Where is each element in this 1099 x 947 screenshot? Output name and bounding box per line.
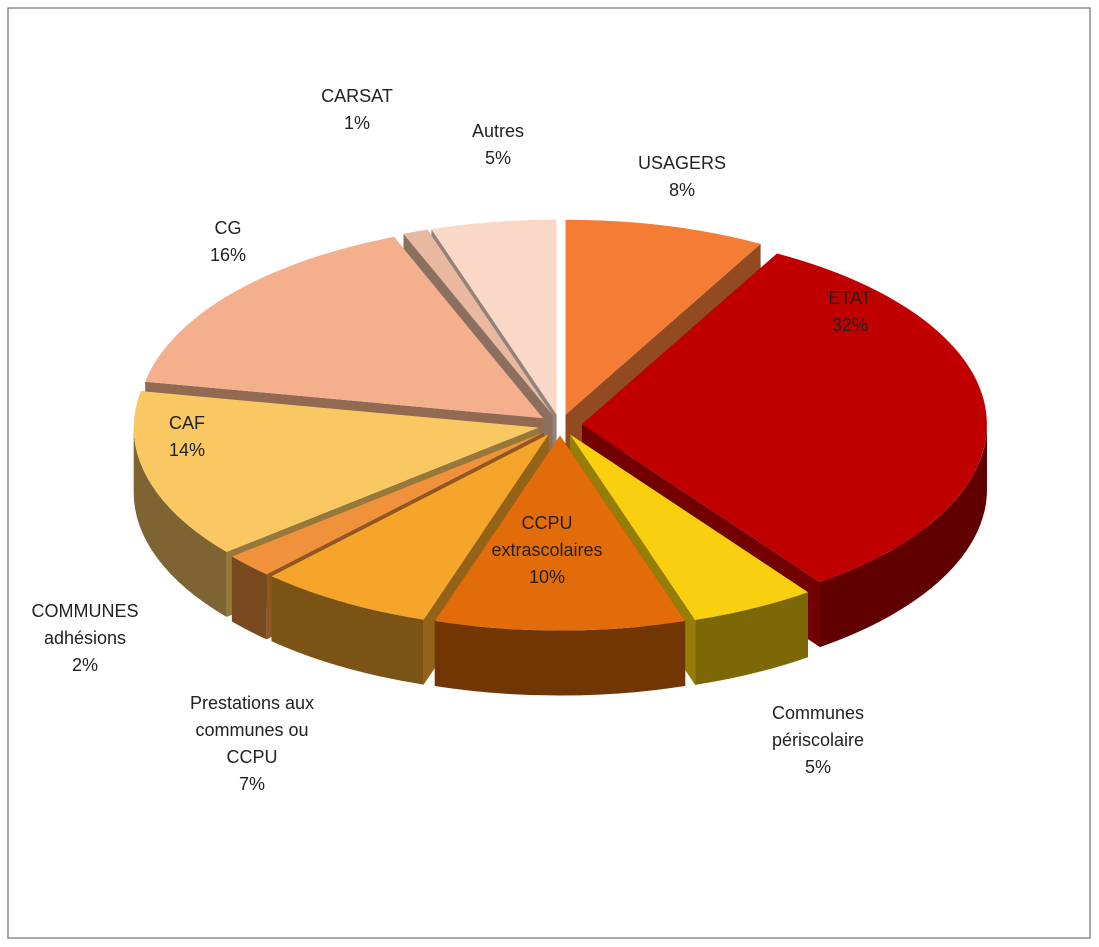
slice bbox=[565, 219, 761, 415]
category-label: Communes périscolaire bbox=[771, 703, 865, 750]
data-label: USAGERS 8% bbox=[617, 150, 747, 204]
slice bbox=[431, 219, 557, 415]
category-label: CG bbox=[214, 218, 242, 238]
category-label: CARSAT bbox=[321, 86, 393, 106]
slice bbox=[145, 236, 543, 419]
slice bbox=[133, 391, 539, 552]
slice bbox=[570, 434, 808, 620]
slice bbox=[582, 253, 987, 583]
data-label: CCPU extrascolaires 10% bbox=[477, 510, 617, 591]
value-label: 16% bbox=[209, 245, 247, 265]
slice bbox=[231, 432, 544, 575]
data-label: CG 16% bbox=[168, 215, 288, 269]
slice-wall bbox=[231, 556, 267, 640]
value-label: 7% bbox=[238, 774, 265, 794]
slice-wall bbox=[271, 576, 424, 685]
value-label: 10% bbox=[528, 567, 566, 587]
category-label: USAGERS bbox=[637, 153, 727, 173]
slice-wall bbox=[434, 621, 686, 696]
slice bbox=[403, 229, 553, 415]
slice bbox=[434, 435, 686, 631]
value-label: 14% bbox=[168, 440, 206, 460]
value-label: 32% bbox=[831, 315, 869, 335]
category-label: Prestations aux communes ou CCPU bbox=[189, 693, 315, 767]
value-label: 1% bbox=[343, 113, 370, 133]
data-label: CAF 14% bbox=[127, 410, 247, 464]
slice-wall bbox=[133, 427, 227, 617]
data-label: Communes périscolaire 5% bbox=[753, 700, 883, 781]
data-label: CARSAT 1% bbox=[297, 83, 417, 137]
value-label: 8% bbox=[668, 180, 695, 200]
category-label: ETAT bbox=[828, 288, 872, 308]
data-label: ETAT 32% bbox=[790, 285, 910, 339]
category-label: COMMUNES adhésions bbox=[31, 601, 139, 648]
value-label: 5% bbox=[804, 757, 831, 777]
data-label: Prestations aux communes ou CCPU 7% bbox=[178, 690, 326, 798]
data-label: Autres 5% bbox=[438, 118, 558, 172]
value-label: 2% bbox=[71, 655, 98, 675]
slice-wall bbox=[820, 424, 988, 648]
category-label: Autres bbox=[471, 121, 525, 141]
category-label: CCPU extrascolaires bbox=[491, 513, 603, 560]
slice bbox=[271, 434, 549, 620]
slice-wall bbox=[695, 592, 808, 685]
category-label: CAF bbox=[169, 413, 205, 433]
data-label: COMMUNES adhésions 2% bbox=[20, 598, 150, 679]
value-label: 5% bbox=[484, 148, 511, 168]
